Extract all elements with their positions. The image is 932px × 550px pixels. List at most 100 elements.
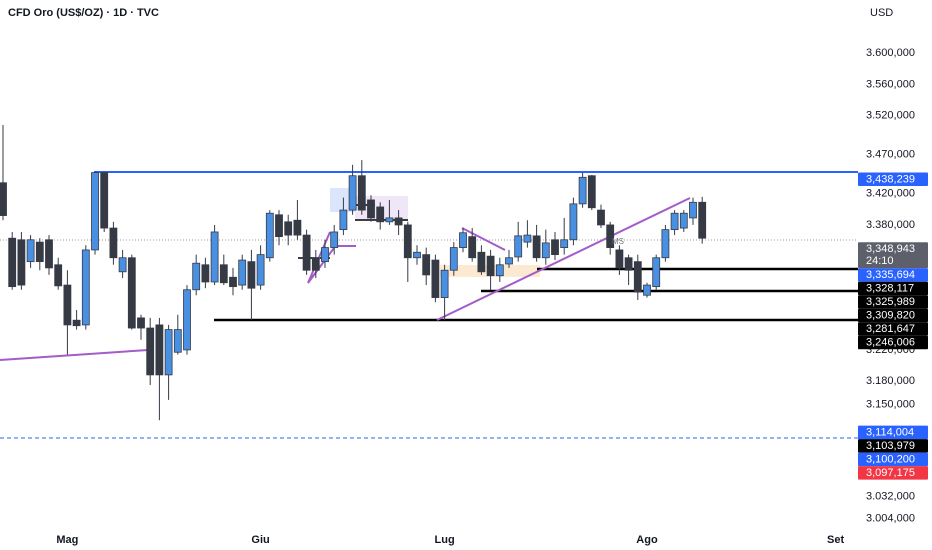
candle-body <box>587 175 596 209</box>
candle-body <box>486 255 495 277</box>
x-tick-label: Lug <box>435 534 455 546</box>
candle-body <box>367 199 375 219</box>
y-tick-label: 3.520,000 <box>866 109 915 121</box>
candle-body <box>385 217 394 223</box>
y-tick-label: 3.560,000 <box>866 78 915 90</box>
candle-body <box>63 284 72 326</box>
candle-body <box>569 203 578 241</box>
candle-body <box>26 239 35 263</box>
candle-body <box>560 239 569 248</box>
y-tick-label: 3.180,000 <box>866 375 915 387</box>
candle-body <box>247 261 256 289</box>
price-label: 3,114,004 <box>866 427 914 439</box>
candle-body <box>173 329 182 353</box>
candle-body <box>348 175 357 211</box>
price-label: 3,325,989 <box>866 296 915 308</box>
candle-body <box>606 224 615 248</box>
price-axis: 3.600,000 3.560,000 3.520,000 3.470,000 3.42… <box>858 47 928 525</box>
price-label-box <box>858 466 928 480</box>
candle-body <box>109 227 118 259</box>
candle-body <box>422 254 431 276</box>
candle-body <box>183 289 191 351</box>
candle-body <box>155 324 164 376</box>
candle-body <box>146 327 155 376</box>
x-tick-label: Set <box>827 534 844 546</box>
candle-body <box>311 257 320 271</box>
annotation: MS <box>612 237 624 246</box>
y-tick-label: 3.004,000 <box>866 513 915 525</box>
candle-body <box>615 249 624 269</box>
price-label: 3,328,117 <box>866 283 914 295</box>
candle-body <box>302 234 311 271</box>
candle-body <box>532 235 541 259</box>
candle-body <box>413 251 421 259</box>
price-label-box <box>858 242 928 269</box>
countdown: 24:10 <box>866 255 894 267</box>
price-label-box <box>858 335 928 350</box>
candle-body <box>265 212 274 259</box>
candle-body <box>523 234 532 243</box>
price-label-box <box>858 425 928 440</box>
candle-body <box>477 251 486 273</box>
candle-body <box>652 257 661 288</box>
price-label: 3,309,820 <box>866 310 915 322</box>
candle-body <box>394 217 403 226</box>
candle-body <box>403 224 412 259</box>
candle-body <box>118 257 127 273</box>
candle-body <box>624 257 633 271</box>
y-tick-label: 3.032,000 <box>866 491 915 503</box>
candle-body <box>698 201 707 239</box>
candle-body <box>597 209 605 226</box>
candle-body <box>468 236 477 259</box>
candle-body <box>661 229 670 259</box>
x-tick-label: Mag <box>56 534 78 546</box>
price-label: 3,100,200 <box>866 454 915 466</box>
candle-body <box>81 249 90 326</box>
candles <box>0 124 707 421</box>
currency: USD <box>870 7 893 19</box>
candle-body <box>137 317 145 329</box>
candle-body <box>284 221 293 236</box>
candle-body <box>210 231 219 283</box>
candle-body <box>551 239 559 256</box>
price-label: 3,348,943 <box>866 243 915 255</box>
candle-body <box>0 182 7 216</box>
candle-body <box>643 284 651 296</box>
candle-body <box>201 264 210 283</box>
price-label-box <box>858 295 928 309</box>
candle-body <box>275 214 283 238</box>
price-label: 3,335,694 <box>866 269 915 281</box>
candle-body <box>633 261 642 293</box>
price-label-box <box>858 439 928 453</box>
candle-body <box>229 276 237 288</box>
trend-line <box>436 197 691 321</box>
candle-body <box>679 212 688 229</box>
candle-body <box>689 201 697 219</box>
candle-body <box>8 237 17 288</box>
candle-body <box>357 175 366 211</box>
candle-body <box>541 242 550 259</box>
price-label-box <box>858 281 928 296</box>
candle-body <box>670 212 679 231</box>
price-label-box <box>858 268 928 282</box>
candle-body <box>339 209 348 231</box>
y-tick-label: 3.420,000 <box>866 188 915 200</box>
candle-body <box>219 264 228 284</box>
candle-body <box>440 269 449 298</box>
candle-body <box>72 319 81 327</box>
candle-body <box>293 219 302 236</box>
candle-body <box>495 264 504 277</box>
candle-body <box>256 254 265 286</box>
candle-body <box>45 239 53 269</box>
drawings <box>0 171 858 439</box>
price-label: 3,438,239 <box>866 173 915 185</box>
candle-body <box>238 259 247 286</box>
candle-body <box>192 262 201 291</box>
y-tick-label: 3.150,000 <box>866 398 915 410</box>
candle-body <box>321 247 329 263</box>
x-tick-label: Ago <box>636 534 658 546</box>
price-label-box <box>858 322 928 336</box>
candle-body <box>505 257 513 265</box>
